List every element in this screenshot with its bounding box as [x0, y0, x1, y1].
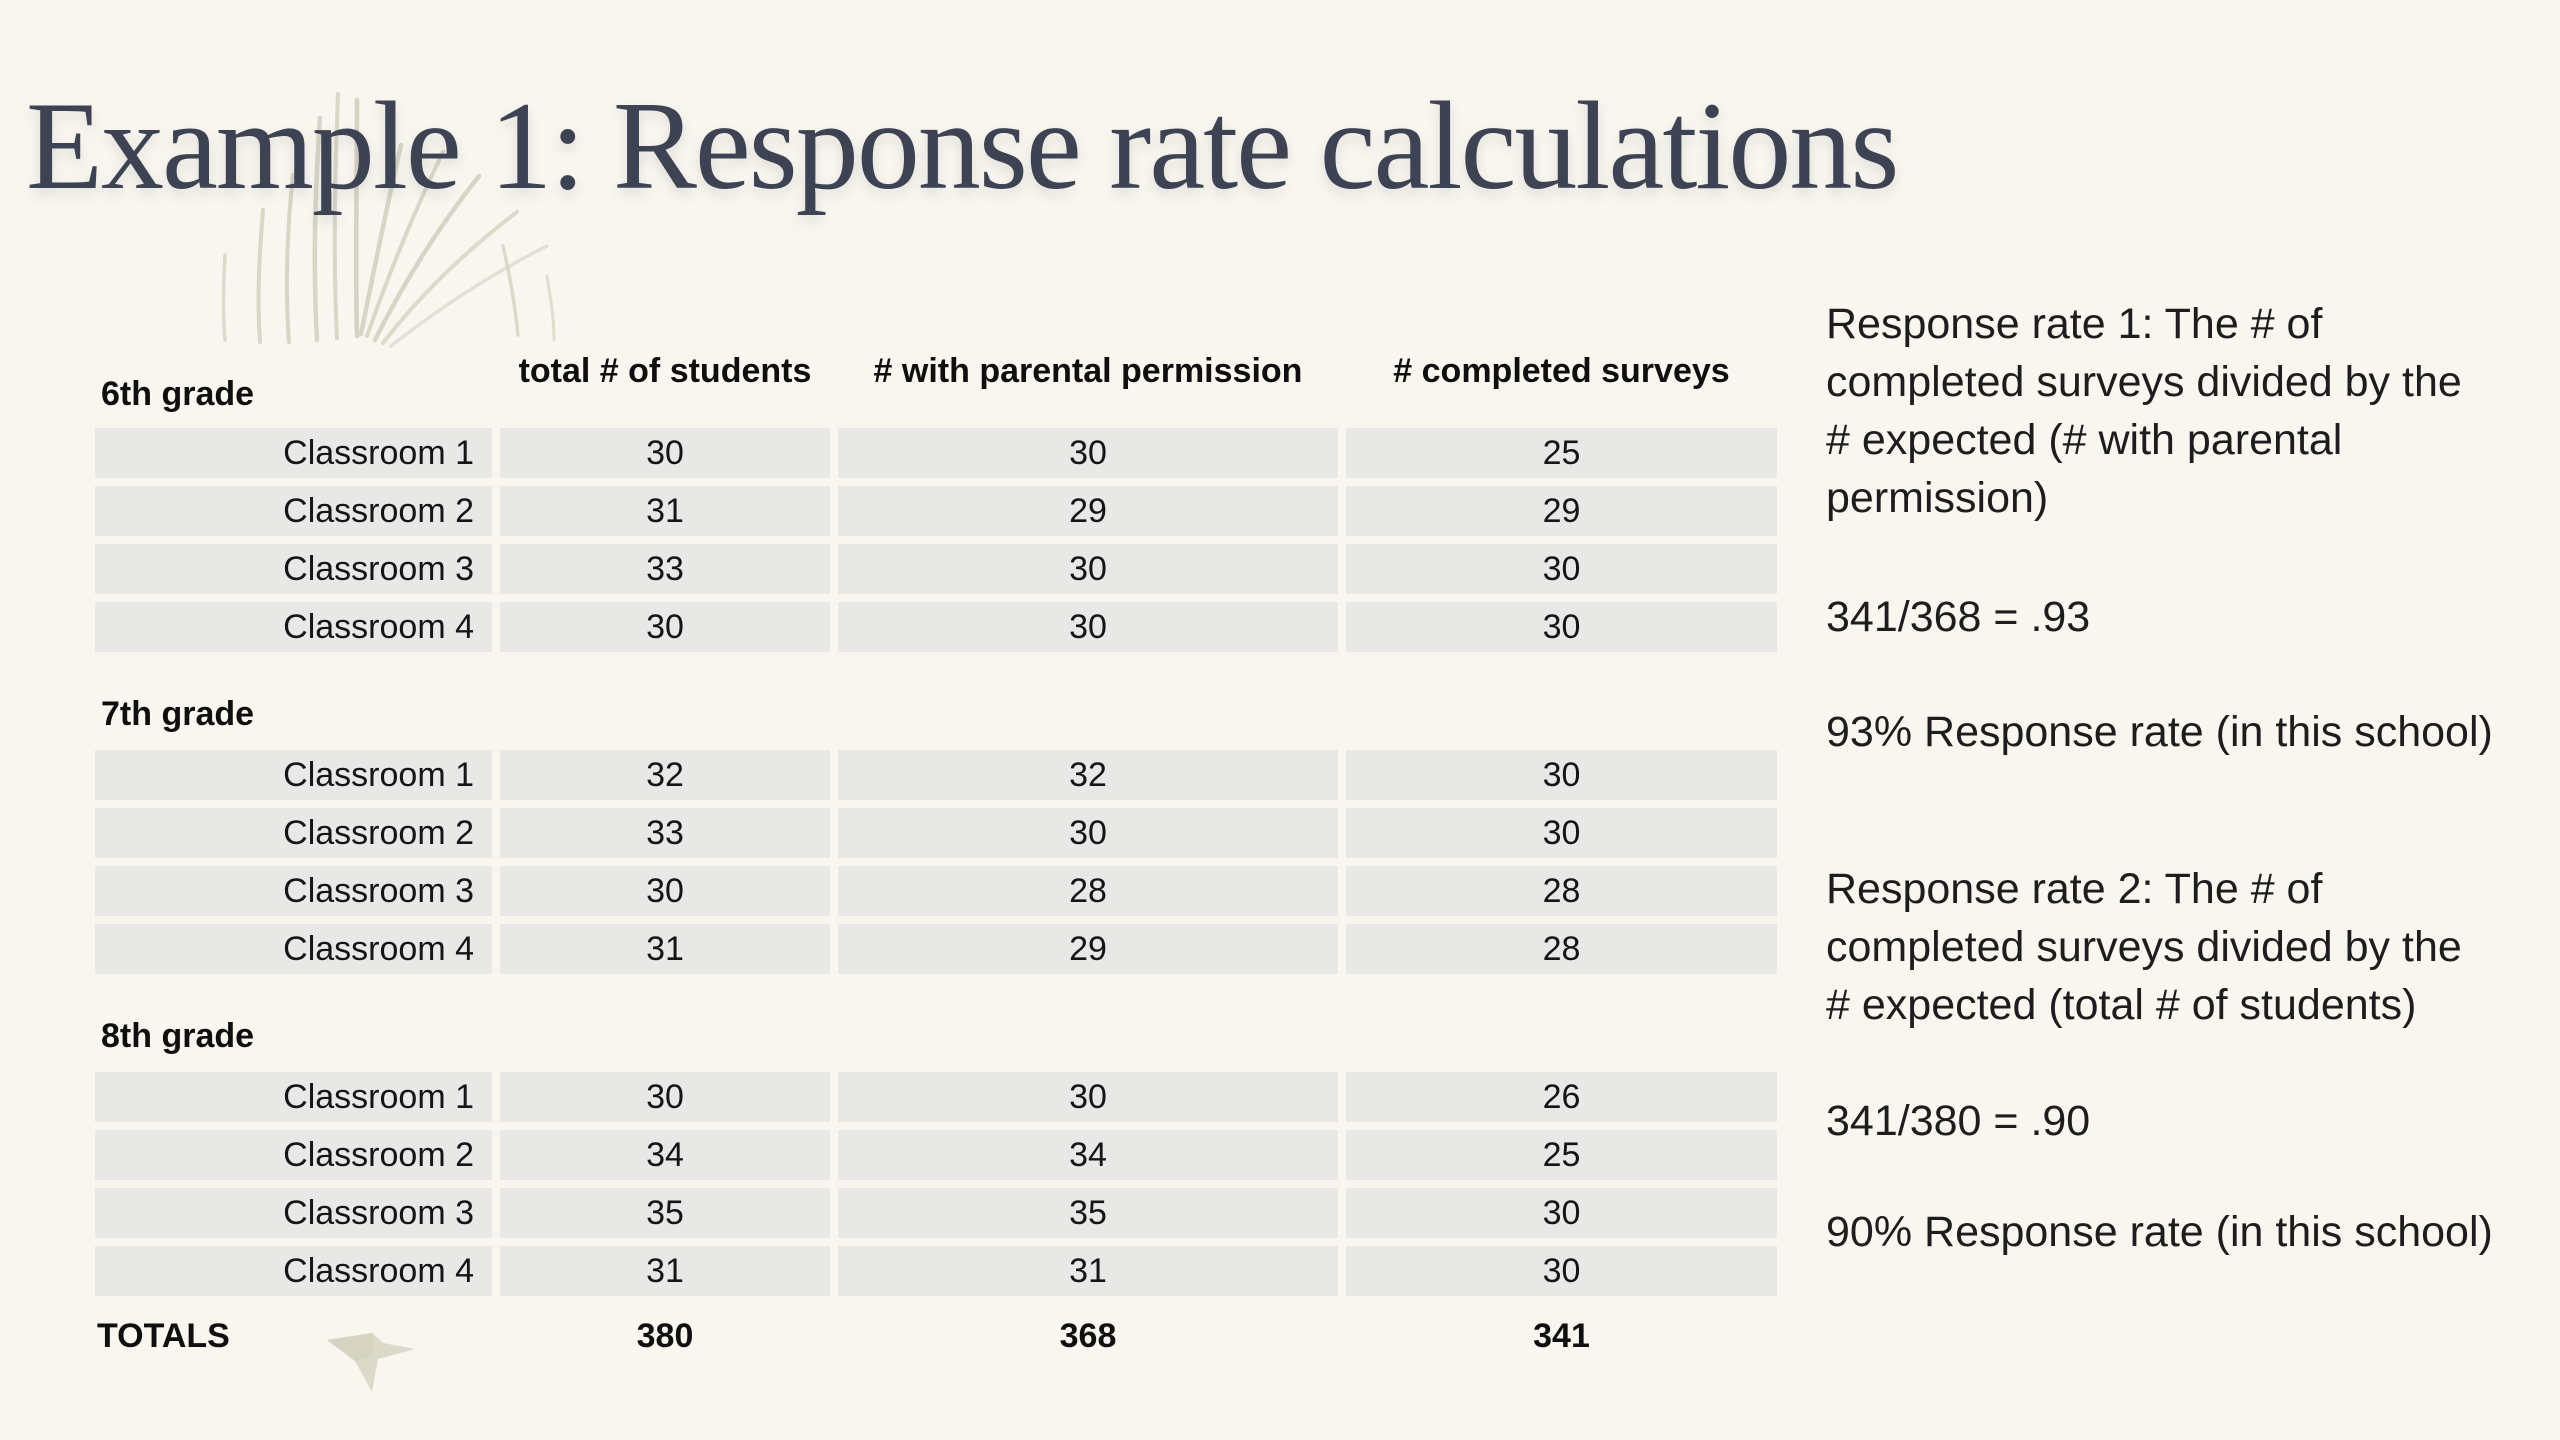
classroom-label: Classroom 2: [95, 808, 492, 858]
completed-surveys-value: 28: [1346, 924, 1777, 974]
completed-surveys-value: 25: [1346, 1130, 1777, 1180]
note-calculation-1: 341/368 = .93: [1826, 593, 2091, 641]
total-students-value: 30: [500, 602, 830, 652]
parental-permission-value: 29: [838, 924, 1338, 974]
table-row: Classroom 1 30 30 25: [95, 428, 1777, 478]
total-students-value: 30: [500, 1072, 830, 1122]
classroom-label: Classroom 3: [95, 1188, 492, 1238]
response-rate-table: 6th grade total # of students # with par…: [95, 340, 1777, 1368]
total-students-value: 33: [500, 808, 830, 858]
classroom-label: Classroom 3: [95, 866, 492, 916]
classroom-label: Classroom 4: [95, 924, 492, 974]
total-students-value: 30: [500, 866, 830, 916]
table-row: Classroom 3 33 30 30: [95, 544, 1777, 594]
parental-permission-value: 30: [838, 1072, 1338, 1122]
note-calculation-2: 341/380 = .90: [1826, 1097, 2091, 1145]
completed-surveys-value: 30: [1346, 750, 1777, 800]
parental-permission-value: 29: [838, 486, 1338, 536]
table-row: Classroom 1 30 30 26: [95, 1072, 1777, 1122]
note-response-rate-1: Response rate 1: The # of completed surv…: [1826, 300, 2462, 522]
grass-decoration-icon: [221, 92, 556, 348]
table-header-row: 6th grade total # of students # with par…: [95, 340, 1777, 428]
grade-label-6th: 6th grade: [101, 375, 255, 413]
total-students-value: 32: [500, 750, 830, 800]
table-row: Classroom 4 31 31 30: [95, 1246, 1777, 1296]
page-title: Example 1: Response rate calculations: [26, 77, 1899, 216]
total-students-value: 35: [500, 1188, 830, 1238]
parental-permission-value: 30: [838, 428, 1338, 478]
totals-total-students: 380: [636, 1316, 694, 1355]
completed-surveys-value: 30: [1346, 602, 1777, 652]
completed-surveys-value: 29: [1346, 486, 1777, 536]
table-row: Classroom 2 34 34 25: [95, 1130, 1777, 1180]
completed-surveys-value: 30: [1346, 808, 1777, 858]
classroom-label: Classroom 1: [95, 428, 492, 478]
grade-label-7th: 7th grade: [101, 695, 255, 733]
total-students-value: 34: [500, 1130, 830, 1180]
parental-permission-value: 28: [838, 866, 1338, 916]
table-row: Classroom 4 30 30 30: [95, 602, 1777, 652]
classroom-label: Classroom 2: [95, 1130, 492, 1180]
completed-surveys-value: 30: [1346, 544, 1777, 594]
classroom-label: Classroom 1: [95, 750, 492, 800]
column-header-completed-surveys: # completed surveys: [1393, 352, 1730, 390]
completed-surveys-value: 30: [1346, 1188, 1777, 1238]
total-students-value: 31: [500, 486, 830, 536]
classroom-label: Classroom 3: [95, 544, 492, 594]
parental-permission-value: 31: [838, 1246, 1338, 1296]
completed-surveys-value: 28: [1346, 866, 1777, 916]
completed-surveys-value: 26: [1346, 1072, 1777, 1122]
table-row: Classroom 4 31 29 28: [95, 924, 1777, 974]
totals-parental-permission: 368: [1059, 1316, 1117, 1355]
completed-surveys-value: 30: [1346, 1246, 1777, 1296]
classroom-label: Classroom 4: [95, 602, 492, 652]
table-row: Classroom 2 33 30 30: [95, 808, 1777, 858]
totals-row: TOTALS 380 368 341: [95, 1304, 1777, 1368]
note-result-2: 90% Response rate (in this school): [1826, 1208, 2493, 1256]
note-response-rate-2: Response rate 2: The # of completed surv…: [1826, 865, 2462, 1029]
total-students-value: 30: [500, 428, 830, 478]
grade-label-8th: 8th grade: [101, 1017, 255, 1055]
note-result-1: 93% Response rate (in this school): [1826, 708, 2493, 756]
completed-surveys-value: 25: [1346, 428, 1777, 478]
parental-permission-value: 30: [838, 544, 1338, 594]
classroom-label: Classroom 1: [95, 1072, 492, 1122]
column-header-total-students: total # of students: [518, 352, 812, 390]
classroom-label: Classroom 4: [95, 1246, 492, 1296]
totals-completed-surveys: 341: [1533, 1316, 1590, 1355]
parental-permission-value: 30: [838, 808, 1338, 858]
total-students-value: 33: [500, 544, 830, 594]
parental-permission-value: 30: [838, 602, 1338, 652]
parental-permission-value: 32: [838, 750, 1338, 800]
totals-label: TOTALS: [97, 1316, 230, 1355]
parental-permission-value: 35: [838, 1188, 1338, 1238]
total-students-value: 31: [500, 1246, 830, 1296]
table-row: Classroom 2 31 29 29: [95, 486, 1777, 536]
table-row: Classroom 1 32 32 30: [95, 750, 1777, 800]
classroom-label: Classroom 2: [95, 486, 492, 536]
parental-permission-value: 34: [838, 1130, 1338, 1180]
table-row: Classroom 3 30 28 28: [95, 866, 1777, 916]
leaf-arrow-decoration-icon: [327, 1333, 415, 1392]
table-row: Classroom 3 35 35 30: [95, 1188, 1777, 1238]
column-header-parental-permission: # with parental permission: [873, 352, 1303, 390]
total-students-value: 31: [500, 924, 830, 974]
